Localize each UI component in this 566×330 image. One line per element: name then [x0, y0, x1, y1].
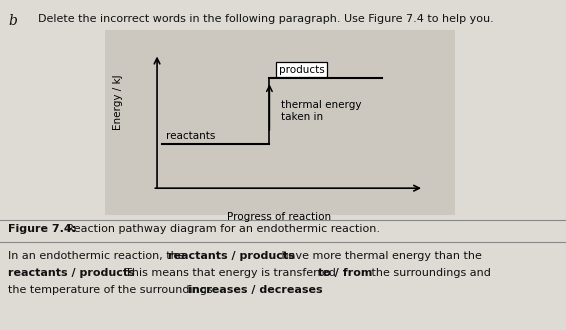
- Text: thermal energy
taken in: thermal energy taken in: [281, 100, 361, 122]
- Text: .: .: [303, 285, 307, 295]
- Text: Figure 7.4:: Figure 7.4:: [8, 224, 76, 234]
- Text: reactants / products: reactants / products: [168, 251, 295, 261]
- Text: the temperature of the surroundings: the temperature of the surroundings: [8, 285, 216, 295]
- Text: increases / decreases: increases / decreases: [188, 285, 323, 295]
- Text: have more thermal energy than the: have more thermal energy than the: [278, 251, 482, 261]
- Text: reactants / products: reactants / products: [8, 268, 135, 278]
- Text: Reaction pathway diagram for an endothermic reaction.: Reaction pathway diagram for an endother…: [63, 224, 380, 234]
- Text: In an endothermic reaction, the: In an endothermic reaction, the: [8, 251, 188, 261]
- Text: the surroundings and: the surroundings and: [367, 268, 490, 278]
- Text: Delete the incorrect words in the following paragraph. Use Figure 7.4 to help yo: Delete the incorrect words in the follow…: [38, 14, 494, 24]
- Text: reactants: reactants: [166, 131, 216, 142]
- Text: b: b: [8, 14, 17, 28]
- Text: products: products: [279, 65, 324, 75]
- Text: . This means that energy is transferred: . This means that energy is transferred: [118, 268, 340, 278]
- Bar: [105, 30, 455, 215]
- Text: Progress of reaction: Progress of reaction: [227, 213, 331, 222]
- Text: to / from: to / from: [318, 268, 372, 278]
- Text: Energy / kJ: Energy / kJ: [113, 74, 123, 130]
